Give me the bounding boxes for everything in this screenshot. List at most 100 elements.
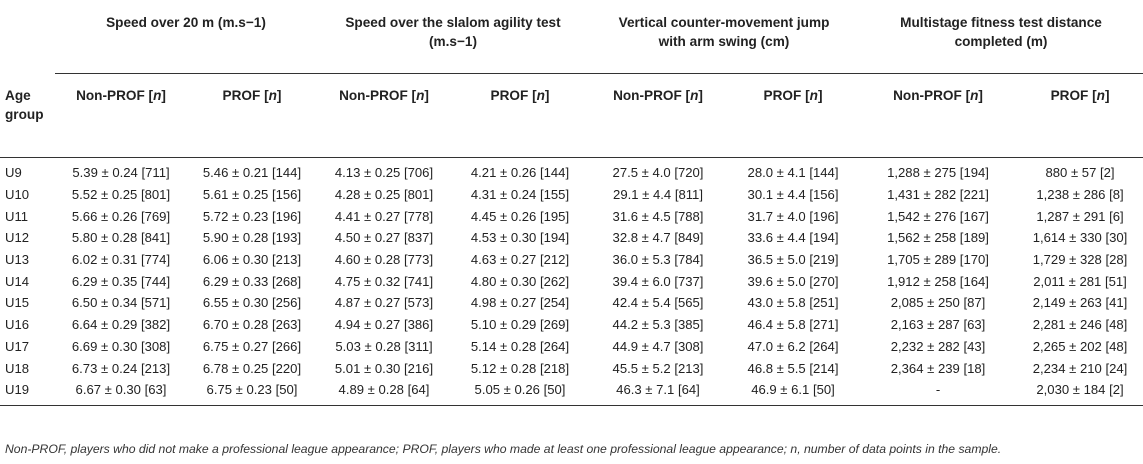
age-group-header: Age group <box>0 73 55 158</box>
age-header-line2: group <box>5 106 44 122</box>
prof-header: PROF [n] <box>727 73 860 158</box>
value-cell: 6.78 ± 0.25 [220] <box>202 360 302 376</box>
age-group-cell: U18 <box>5 360 30 376</box>
age-group-cell: U19 <box>0 378 55 406</box>
table-row: U17 6.69 ± 0.30 [308] 6.75 ± 0.27 [266] 5.0… <box>0 336 1143 358</box>
group-header-line1: Vertical counter-movement jump <box>618 15 830 30</box>
value-cell: 5.39 ± 0.24 [711] <box>72 165 170 181</box>
value-cell: 2,364 ± 239 [18] <box>890 360 986 376</box>
table-row: U18 6.73 ± 0.24 [213] 6.78 ± 0.25 [220] 5.0… <box>0 357 1143 379</box>
age-group-cell: U13 <box>5 252 30 268</box>
value-cell: 4.75 ± 0.32 [741] <box>334 273 434 289</box>
value-cell: 1,614 ± 330 [30] <box>1032 230 1128 246</box>
table-row: U15 6.50 ± 0.34 [571] 6.55 ± 0.30 [256] 4.8… <box>0 292 1143 314</box>
non-prof-header: Non-PROF [n] <box>317 73 451 158</box>
group-header-fitness: Multistage fitness test distance complet… <box>859 0 1143 74</box>
value-cell: 1,912 ± 258 [164] <box>887 273 989 289</box>
value-cell: 4.13 ± 0.25 [706] <box>334 165 434 181</box>
group-header-slalom: Speed over the slalom agility test (m.s−… <box>317 0 589 74</box>
value-cell: 1,288 ± 275 [194] <box>887 165 989 181</box>
value-cell: 28.0 ± 4.1 [144] <box>747 165 839 181</box>
fitness-table: Speed over 20 m (m.s−1) Speed over the s… <box>0 0 1143 406</box>
sub-header-row: Age group Non-PROF [n] PROF [n] Non-PROF… <box>0 73 1143 158</box>
value-cell: 4.87 ± 0.27 [573] <box>334 295 434 311</box>
table-row: U19 6.67 ± 0.30 [63] 6.75 ± 0.23 [50] 4.89 … <box>0 378 1143 406</box>
value-cell: 46.3 ± 7.1 [64] <box>589 378 727 406</box>
value-cell: 5.14 ± 0.28 [264] <box>470 338 570 354</box>
age-group-cell: U12 <box>5 230 30 246</box>
value-cell: 33.6 ± 4.4 [194] <box>747 230 839 246</box>
value-cell: 5.90 ± 0.28 [193] <box>202 230 302 246</box>
group-header-line1: Multistage fitness test distance <box>900 15 1102 30</box>
value-cell: 6.29 ± 0.33 [268] <box>202 273 302 289</box>
table-body: U9 5.39 ± 0.24 [711] 5.46 ± 0.21 [144] 4.13… <box>0 158 1143 406</box>
group-header-row: Speed over 20 m (m.s−1) Speed over the s… <box>0 0 1143 74</box>
age-header-line1: Age <box>5 87 31 103</box>
value-cell: 31.7 ± 4.0 [196] <box>747 208 839 224</box>
value-cell: 4.53 ± 0.30 [194] <box>470 230 570 246</box>
value-cell: 4.41 ± 0.27 [778] <box>334 208 434 224</box>
age-group-cell: U16 <box>5 317 30 333</box>
value-cell: 47.0 ± 6.2 [264] <box>747 338 839 354</box>
value-cell: 2,232 ± 282 [43] <box>890 338 986 354</box>
value-cell: 6.50 ± 0.34 [571] <box>71 295 171 311</box>
value-cell: 5.72 ± 0.23 [196] <box>202 208 302 224</box>
value-cell: 5.80 ± 0.28 [841] <box>71 230 171 246</box>
value-cell: 29.1 ± 4.4 [811] <box>613 187 703 203</box>
age-group-cell: U10 <box>5 187 30 203</box>
value-cell: 4.50 ± 0.27 [837] <box>334 230 434 246</box>
value-cell: 27.5 ± 4.0 [720] <box>612 165 704 181</box>
value-cell: 6.29 ± 0.35 [744] <box>71 273 171 289</box>
value-cell: 5.66 ± 0.26 [769] <box>71 208 171 224</box>
value-cell: 1,287 ± 291 [6] <box>1036 208 1124 224</box>
group-header-line1: Speed over 20 m (m.s−1) <box>106 15 266 30</box>
value-cell: 4.21 ± 0.26 [144] <box>470 165 570 181</box>
value-cell: 2,149 ± 263 [41] <box>1032 295 1128 311</box>
value-cell: 4.63 ± 0.27 [212] <box>470 252 570 268</box>
value-cell: 42.4 ± 5.4 [565] <box>612 295 704 311</box>
prof-header: PROF [n] <box>451 73 589 158</box>
value-cell: 2,163 ± 287 [63] <box>890 317 986 333</box>
value-cell: 2,085 ± 250 [87] <box>890 295 986 311</box>
value-cell: 4.80 ± 0.30 [262] <box>470 273 570 289</box>
non-prof-header: Non-PROF [n] <box>589 73 727 158</box>
value-cell: 2,234 ± 210 [24] <box>1032 360 1128 376</box>
group-header-line2: with arm swing (cm) <box>658 34 790 49</box>
value-cell: 6.75 ± 0.23 [50] <box>187 378 317 406</box>
non-prof-header: Non-PROF [n] <box>55 73 187 158</box>
group-header-line1: Speed over the slalom agility test <box>345 15 561 30</box>
value-cell: 6.67 ± 0.30 [63] <box>55 378 187 406</box>
table-row: U12 5.80 ± 0.28 [841] 5.90 ± 0.28 [193] 4.5… <box>0 227 1143 249</box>
age-group-cell: U14 <box>5 273 30 289</box>
value-cell: 31.6 ± 4.5 [788] <box>612 208 704 224</box>
value-cell: 5.03 ± 0.28 [311] <box>335 338 433 354</box>
value-cell: 1,729 ± 328 [28] <box>1032 252 1128 268</box>
age-group-cell: U15 <box>5 295 30 311</box>
value-cell: 6.06 ± 0.30 [213] <box>202 252 302 268</box>
table-row: U9 5.39 ± 0.24 [711] 5.46 ± 0.21 [144] 4.13… <box>0 158 1143 184</box>
value-cell: 46.9 ± 6.1 [50] <box>727 378 860 406</box>
value-cell: 5.46 ± 0.21 [144] <box>202 165 302 181</box>
table-row: U13 6.02 ± 0.31 [774] 6.06 ± 0.30 [213] 4.6… <box>0 249 1143 271</box>
value-cell: 45.5 ± 5.2 [213] <box>612 360 704 376</box>
table-footnote: Non-PROF, players who did not make a pro… <box>5 442 1002 456</box>
value-cell: 46.8 ± 5.5 [214] <box>747 360 839 376</box>
age-group-cell: U9 <box>5 165 22 181</box>
value-cell: 1,562 ± 258 [189] <box>887 230 989 246</box>
value-cell: 880 ± 57 [2] <box>1045 165 1115 181</box>
value-cell: 6.73 ± 0.24 [213] <box>71 360 171 376</box>
group-header-line2: completed (m) <box>954 34 1048 49</box>
value-cell: 5.05 ± 0.26 [50] <box>451 378 589 406</box>
group-header-line2: (m.s−1) <box>429 34 477 49</box>
value-cell: 6.02 ± 0.31 [774] <box>71 252 171 268</box>
value-cell: 4.60 ± 0.28 [773] <box>334 252 434 268</box>
value-cell: 30.1 ± 4.4 [156] <box>747 187 839 203</box>
value-cell: 43.0 ± 5.8 [251] <box>747 295 839 311</box>
table-row: U14 6.29 ± 0.35 [744] 6.29 ± 0.33 [268] 4.7… <box>0 270 1143 292</box>
table-row: U16 6.64 ± 0.29 [382] 6.70 ± 0.28 [263] 4.9… <box>0 314 1143 336</box>
value-cell: 39.6 ± 5.0 [270] <box>747 273 839 289</box>
value-cell: 6.55 ± 0.30 [256] <box>202 295 302 311</box>
prof-header: PROF [n] <box>187 73 317 158</box>
value-cell: 5.61 ± 0.25 [156] <box>202 187 302 203</box>
value-cell: 6.64 ± 0.29 [382] <box>71 317 171 333</box>
